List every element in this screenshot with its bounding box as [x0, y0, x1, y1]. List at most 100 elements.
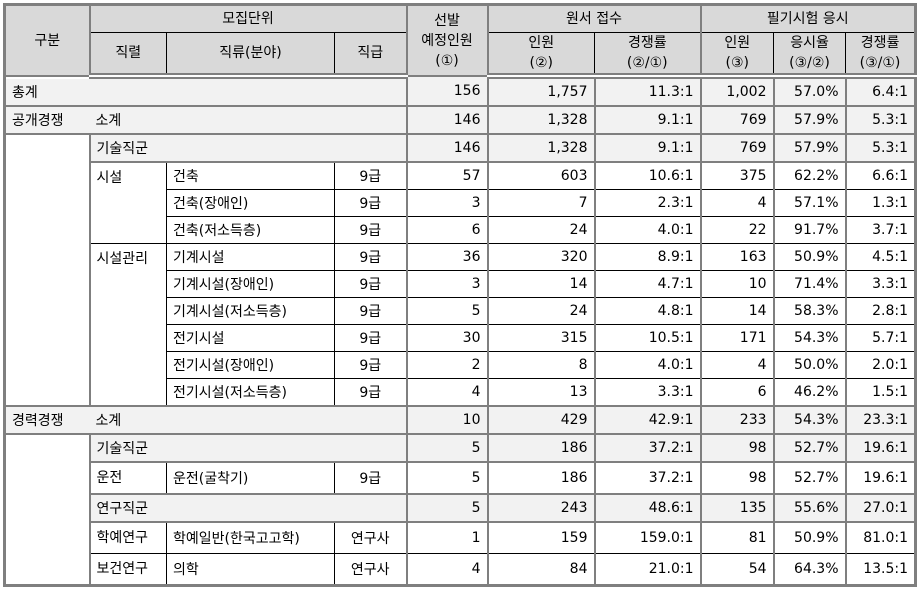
row-field: 전기시설 — [166, 324, 335, 352]
value-exam-rate: 57.1% — [773, 189, 847, 217]
value-exam-ratio: 19.6:1 — [845, 433, 917, 463]
value-planned: 5 — [405, 461, 489, 495]
header-app-count-label: 인원 — [528, 35, 555, 51]
value-app-ratio: 2.3:1 — [593, 189, 702, 217]
value-exam-ratio: 6.4:1 — [845, 75, 917, 107]
value-exam-ratio: 3.7:1 — [845, 216, 917, 244]
value-exam-ratio: 13.5:1 — [845, 553, 917, 586]
value-app-count: 8 — [486, 351, 596, 379]
value-planned: 4 — [405, 378, 489, 407]
row-grade: 9급 — [334, 351, 408, 379]
value-exam-count: 163 — [699, 243, 775, 271]
row-category: 공개경쟁 — [3, 105, 90, 135]
row-grade: 9급 — [334, 189, 408, 217]
value-exam-count: 375 — [699, 161, 775, 190]
header-series: 직렬 — [88, 32, 167, 79]
value-exam-rate: 50.0% — [773, 351, 847, 379]
row-grade: 9급 — [334, 216, 408, 244]
row-grade: 9급 — [334, 161, 408, 190]
value-exam-count: 6 — [699, 378, 775, 407]
value-exam-count: 81 — [699, 521, 775, 554]
value-exam-rate: 55.6% — [773, 493, 847, 523]
row-label: 총계 — [3, 75, 408, 107]
header-planned: 선발 예정인원 (①) — [405, 3, 489, 77]
category-blank-cell — [3, 133, 91, 407]
value-app-ratio: 9.1:1 — [593, 105, 702, 135]
row-series: 시설 — [88, 161, 167, 244]
table-body: 총계 156 1,757 11.3:1 1,002 57.0% 6.4:1 공개경쟁 소계 146… — [3, 75, 917, 587]
row-series: 시설관리 — [88, 243, 167, 407]
value-planned: 36 — [405, 243, 489, 271]
row-grade: 9급 — [334, 297, 408, 325]
header-app-count-sub: (②) — [529, 55, 553, 71]
row-grade: 연구사 — [334, 553, 408, 586]
value-app-count: 429 — [486, 405, 596, 435]
table-row: 운전 운전(굴착기) 9급 5 186 37.2:1 98 52.7% 19.6:1 — [5, 461, 917, 495]
row-series: 학예연구 — [88, 521, 167, 554]
header-app-ratio: 경쟁률 (②/①) — [593, 32, 702, 79]
value-app-ratio: 37.2:1 — [593, 461, 702, 495]
header-gubun: 구분 — [3, 3, 91, 77]
value-planned: 5 — [405, 493, 489, 523]
value-exam-ratio: 19.6:1 — [845, 461, 917, 495]
value-exam-rate: 46.2% — [773, 378, 847, 407]
value-app-count: 1,328 — [486, 105, 596, 135]
header-planned-line2: 예정인원 — [421, 32, 473, 49]
table-row: 공개경쟁 소계 146 1,328 9.1:1 769 57.9% 5.3:1 — [3, 105, 917, 135]
value-app-ratio: 3.3:1 — [593, 378, 702, 407]
value-app-ratio: 37.2:1 — [593, 433, 702, 463]
value-app-ratio: 10.5:1 — [593, 324, 702, 352]
value-app-count: 84 — [486, 553, 596, 586]
table-row: 기술직군 146 1,328 9.1:1 769 57.9% 5.3:1 — [3, 133, 917, 407]
value-planned: 146 — [405, 133, 489, 163]
value-app-ratio: 9.1:1 — [593, 133, 702, 163]
value-exam-ratio: 5.3:1 — [845, 133, 917, 163]
value-planned: 3 — [405, 189, 489, 217]
value-app-count: 7 — [486, 189, 596, 217]
value-app-count: 24 — [486, 216, 596, 244]
value-exam-rate: 64.3% — [773, 553, 847, 586]
row-subtotal-label: 소계 — [89, 105, 408, 135]
value-planned: 4 — [405, 553, 489, 586]
row-field: 전기시설(장애인) — [166, 351, 335, 379]
recruitment-statistics-table: 구분 모집단위 선발 예정인원 (①) 원서 접수 필기시험 응시 직렬 직류(… — [3, 3, 917, 587]
value-planned: 2 — [405, 351, 489, 379]
value-app-count: 14 — [486, 270, 596, 298]
header-grade: 직급 — [334, 32, 408, 79]
value-app-ratio: 4.0:1 — [593, 351, 702, 379]
value-planned: 146 — [405, 105, 489, 135]
table-row: 보건연구 의학 연구사 4 84 21.0:1 54 64.3% 13.5:1 — [5, 553, 917, 586]
table-row: 시설관리 기계시설 9급 36 320 8.9:1 163 50.9% 4.5:1 — [5, 243, 917, 407]
value-exam-rate: 62.2% — [773, 161, 847, 190]
value-app-count: 243 — [486, 493, 596, 523]
value-app-ratio: 4.8:1 — [593, 297, 702, 325]
value-app-ratio: 21.0:1 — [593, 553, 702, 586]
header-exam-rate-label: 응시율 — [790, 35, 829, 51]
value-exam-count: 98 — [699, 433, 775, 463]
value-app-count: 159 — [486, 521, 596, 554]
value-exam-ratio: 5.7:1 — [845, 324, 917, 352]
value-planned: 10 — [405, 405, 489, 435]
value-app-count: 320 — [486, 243, 596, 271]
value-exam-count: 135 — [699, 493, 775, 523]
value-exam-count: 171 — [699, 324, 775, 352]
value-exam-ratio: 1.5:1 — [845, 378, 917, 407]
table-row: 시설 건축 9급 57 603 10.6:1 375 62.2% 6.6:1 — [5, 161, 917, 244]
header-planned-line1: 선발 — [434, 12, 460, 29]
header-exam-rate-sub: (③/②) — [789, 55, 830, 71]
row-field: 건축 — [166, 161, 335, 190]
value-planned: 156 — [405, 75, 489, 107]
value-exam-ratio: 81.0:1 — [845, 521, 917, 554]
table-row: 전기시설(장애인) 9급 2 8 4.0:1 4 50.0% 2.0:1 — [5, 351, 917, 379]
value-exam-ratio: 2.8:1 — [845, 297, 917, 325]
header-app-ratio-label: 경쟁률 — [627, 35, 667, 51]
value-exam-count: 769 — [699, 105, 775, 135]
value-exam-count: 4 — [699, 189, 775, 217]
value-app-count: 186 — [486, 461, 596, 495]
table-row: 총계 156 1,757 11.3:1 1,002 57.0% 6.4:1 — [3, 75, 917, 107]
row-subtotal-label: 소계 — [89, 405, 408, 435]
value-exam-rate: 54.3% — [773, 405, 847, 435]
value-exam-rate: 58.3% — [773, 297, 847, 325]
value-exam-rate: 57.0% — [773, 75, 847, 107]
value-app-ratio: 159.0:1 — [593, 521, 702, 554]
